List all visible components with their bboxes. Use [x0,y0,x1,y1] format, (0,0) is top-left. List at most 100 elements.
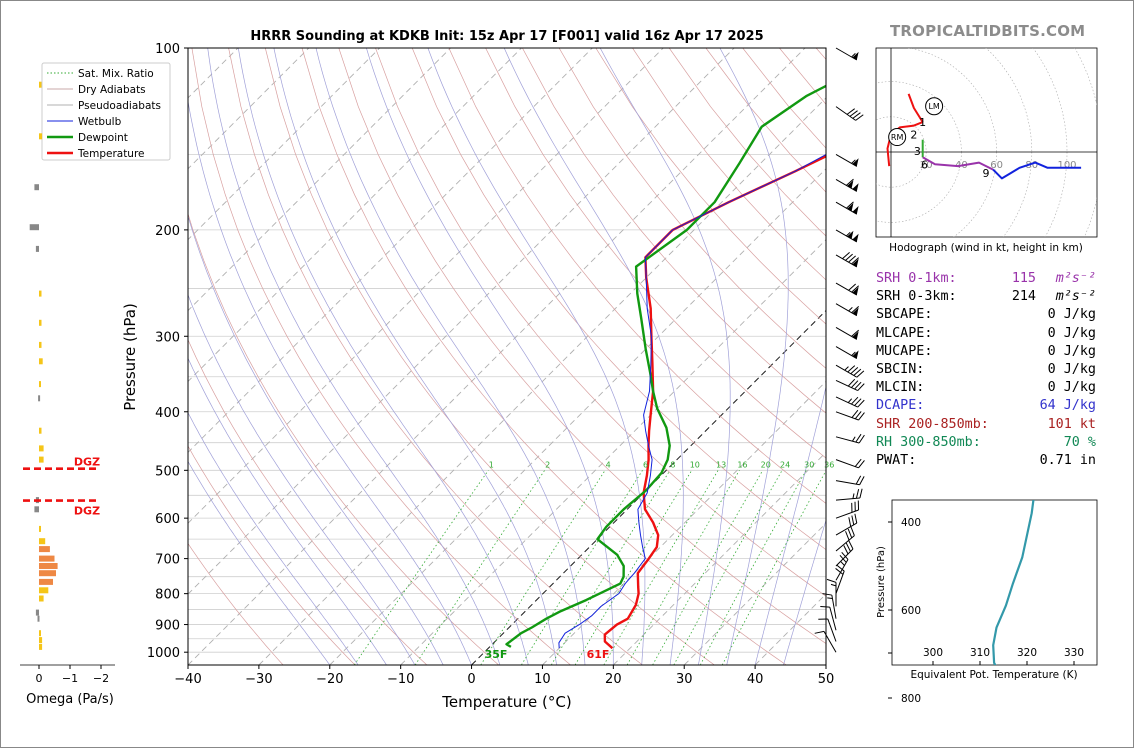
legend-entry: Dry Adiabats [78,84,146,96]
hodograph-ring-label: 20 [920,160,933,171]
pseudoadiabat-line [273,48,557,665]
mixing-ratio-label: 4 [606,460,611,469]
wind-barb [835,229,859,243]
mixing-ratio-label: 36 [824,460,834,469]
dry-adiabat-line [188,212,499,665]
x-axis-tick-label: 20 [605,672,622,687]
stat-label: SBCAPE: [876,307,933,323]
isotherm-line [188,48,806,665]
pseudoadiabat-line [599,48,731,665]
skewt-y-axis-label: Pressure (hPa) [121,303,139,411]
stat-label: MLCIN: [876,380,925,396]
omega-bar [39,381,41,388]
stat-row: SBCAPE: 0 J/kg [876,307,1096,325]
hodograph-ring-label: 80 [1025,160,1038,171]
dry-adiabat-line [375,48,826,597]
mixing-ratio-label: 30 [804,460,814,469]
wetbulb-profile-line [558,153,826,649]
stat-label: DCAPE: [876,398,925,414]
wind-barb [835,513,858,536]
wind-barb [835,201,859,215]
omega-bar [38,395,41,402]
stat-row: MLCIN: 0 J/kg [876,380,1096,398]
pseudoadiabat-line [188,357,387,665]
wind-barbs [814,47,865,665]
isotherm-line [188,48,735,595]
chart-title: HRRR Sounding at KDKB Init: 15z Apr 17 [… [250,29,763,44]
pseudoadiabat-line [783,519,826,665]
y-axis-tick-label: 500 [155,464,180,479]
wind-barb [835,326,860,340]
y-axis-tick-label: 900 [155,619,180,634]
wind-barb [820,606,837,631]
stat-row: MUCAPE: 0 J/kg [876,344,1096,362]
skewt-x-axis-label: Temperature (°C) [441,693,571,711]
stat-value: 101 kt [1047,416,1096,432]
wind-barb [835,378,865,391]
hodograph-caption: Hodograph (wind in kt, height in km) [889,242,1083,254]
hodograph-ring-label: 60 [990,160,1003,171]
omega-bar [37,615,40,622]
omega-bar [35,609,39,616]
omega-x-tick-label: −2 [93,672,109,685]
wind-barb [835,458,865,469]
hodograph-height-label: 9 [983,167,990,180]
surface-temperature-label: 61F [587,648,610,661]
wind-barb [835,251,860,268]
legend-entry: Dewpoint [78,132,128,144]
mixing-ratio-label: 13 [716,460,726,469]
stat-row: m²s⁻² SRH 0-3km: 214 [876,289,1096,307]
mixing-ratio-label: 8 [670,460,675,469]
mixing-ratio-label: 2 [545,460,550,469]
omega-bar [39,643,43,650]
theta-e-plot [992,500,1035,665]
storm-motion-marker [888,128,907,147]
stat-row: SHR 200-850mb: 101 kt [876,417,1096,435]
stat-row: SBCIN: 0 J/kg [876,362,1096,380]
hodograph-frame [875,47,1098,238]
stat-label: SHR 200-850mb: [876,416,989,432]
hodograph-height-label: 6 [921,158,928,171]
theta-e-x-tick-label: 320 [1017,647,1037,659]
isotherm-line [329,168,826,665]
mixing-ratio-line [699,470,807,665]
dewpoint-profile-line [505,84,826,648]
wind-barb [835,346,859,360]
y-axis-tick-label: 1000 [147,646,180,661]
mixing-ratio-label: 24 [780,460,790,469]
mixing-ratio-line [626,470,740,665]
hodograph-ring-label: 100 [1057,160,1076,171]
omega-bar [34,506,39,513]
dry-adiabat-line [411,48,826,551]
stat-label: MLCAPE: [876,325,933,341]
wind-barb [835,282,860,296]
skewt-profiles [505,84,826,650]
stat-value: 0 J/kg [1047,361,1096,377]
wind-barb [835,475,865,486]
y-axis-tick-label: 300 [155,330,180,345]
dry-adiabat-line [448,48,826,504]
theta-e-y-tick-label: 400 [901,517,921,529]
site-watermark: TROPICALTIDBITS.COM [890,22,1086,40]
stat-value: 0 J/kg [1047,307,1096,323]
skewt-background-lines [188,48,826,665]
x-axis-tick-label: −40 [174,672,201,687]
mixing-ratio-line [673,470,783,665]
dry-adiabat-line [595,48,826,325]
dry-adiabat-line [522,48,826,414]
legend-entry: Sat. Mix. Ratio [78,68,154,80]
theta-e-x-tick-label: 330 [1064,647,1084,659]
stat-row: DCAPE: 64 J/kg [876,398,1096,416]
omega-bar [39,290,42,297]
stat-value: 0 J/kg [1047,380,1096,396]
omega-bar [39,445,44,452]
stat-label: RH 300-850mb: [876,434,981,450]
omega-bar [39,456,44,463]
stat-value: 214 [1011,289,1036,305]
dry-adiabat-line [485,48,826,459]
zero-isotherm-line [471,309,826,665]
x-axis-tick-label: 30 [676,672,693,687]
isotherm-line [400,239,826,665]
